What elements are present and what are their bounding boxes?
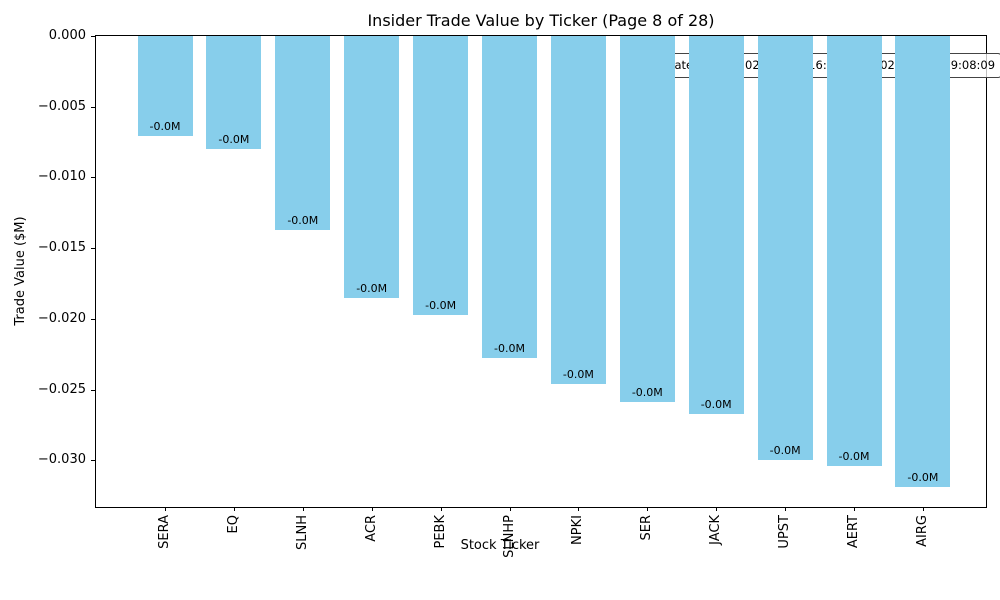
- bar-value-label-ACR: -0.0M: [356, 281, 388, 295]
- bar-value-label-SLNH: -0.0M: [287, 213, 319, 227]
- bar-SER: [619, 36, 675, 403]
- y-tick-mark-−0.025: [91, 389, 95, 391]
- bar-value-label-SER: -0.0M: [631, 386, 663, 400]
- x-tick-mark-SLNHP: [509, 507, 511, 511]
- chart-title: Insider Trade Value by Ticker (Page 8 of…: [367, 11, 715, 30]
- bar-value-label-EQ: -0.0M: [218, 133, 250, 147]
- bar-JACK: [688, 36, 744, 414]
- x-axis-label: Stock Ticker: [460, 538, 540, 553]
- bar-value-label-SERA: -0.0M: [149, 120, 181, 134]
- bar-value-label-JACK: -0.0M: [700, 397, 732, 411]
- x-tick-mark-AERT: [854, 507, 855, 511]
- bar-value-label-AIRG: -0.0M: [907, 471, 939, 485]
- x-tick-mark-PEBK: [440, 507, 442, 511]
- bar-ACR: [344, 36, 400, 298]
- bar-value-label-PEBK: -0.0M: [425, 298, 457, 312]
- bar-SLNHP: [482, 36, 537, 359]
- x-tick-mark-JACK: [716, 507, 718, 511]
- y-tick-mark-−0.020: [91, 318, 95, 320]
- bar-UPST: [757, 36, 813, 461]
- bar-SLNH: [275, 36, 331, 230]
- y-tick-mark-−0.010: [91, 177, 95, 179]
- x-tick-mark-AIRG: [922, 507, 924, 511]
- y-tick-label-0.000: 0.000: [48, 28, 86, 43]
- y-tick-mark-−0.005: [91, 106, 95, 108]
- bar-EQ: [206, 36, 262, 150]
- y-tick-label-−0.005: −0.005: [37, 98, 86, 114]
- y-tick-label-−0.025: −0.025: [37, 381, 86, 397]
- x-tick-mark-SERA: [165, 507, 166, 511]
- y-axis-label: Trade Value ($M): [13, 215, 28, 326]
- y-tick-label-−0.020: −0.020: [37, 310, 86, 326]
- bar-value-label-SLNHP: -0.0M: [494, 342, 525, 356]
- y-tick-label-−0.030: −0.030: [37, 452, 86, 468]
- bar-value-label-NPKI: -0.0M: [562, 367, 594, 381]
- bar-NPKI: [550, 36, 606, 384]
- x-tick-mark-UPST: [785, 507, 787, 511]
- x-tick-mark-ACR: [371, 507, 373, 511]
- bar-AERT: [826, 36, 882, 466]
- y-tick-mark-0.000: [91, 36, 95, 37]
- bar-PEBK: [413, 36, 469, 315]
- bar-SERA: [137, 36, 193, 137]
- x-tick-mark-SLNH: [302, 507, 304, 511]
- x-tick-mark-SER: [647, 507, 649, 511]
- plot-area: Insider Trade Value by Ticker (Page 8 of…: [38, 11, 1000, 558]
- bar-value-label-UPST: -0.0M: [769, 444, 801, 458]
- x-tick-mark-NPKI: [578, 507, 580, 511]
- y-tick-label-−0.010: −0.010: [37, 169, 86, 185]
- x-tick-mark-EQ: [233, 507, 235, 511]
- bar-value-label-AERT: -0.0M: [838, 449, 870, 463]
- y-tick-mark-−0.015: [91, 248, 95, 250]
- bar-AIRG: [895, 36, 951, 488]
- y-tick-label-−0.015: −0.015: [37, 240, 86, 256]
- y-tick-mark-−0.030: [91, 460, 95, 462]
